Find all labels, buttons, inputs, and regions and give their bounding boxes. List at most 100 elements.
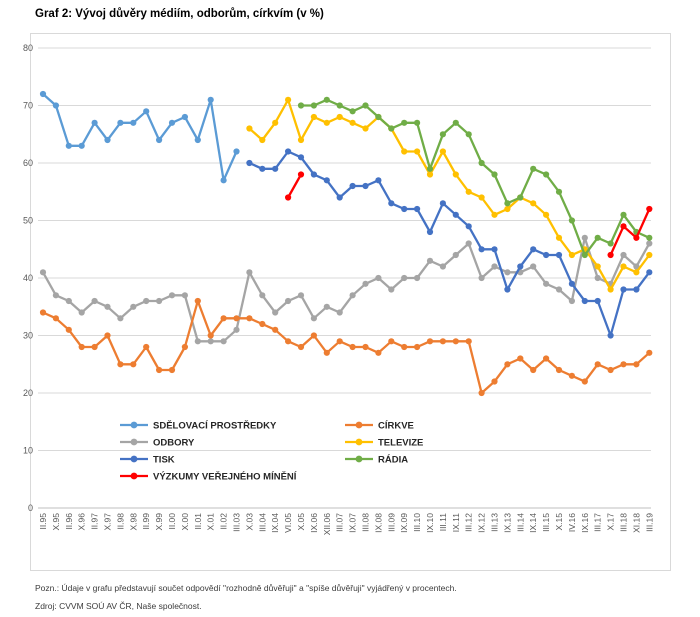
data-point bbox=[52, 292, 60, 299]
data-point bbox=[117, 119, 124, 126]
x-tick-label: III.11 bbox=[438, 513, 448, 532]
data-point bbox=[594, 297, 601, 305]
data-point bbox=[594, 361, 601, 368]
data-point bbox=[620, 286, 627, 293]
y-tick-label: 60 bbox=[23, 158, 33, 168]
data-point bbox=[388, 286, 395, 293]
data-point bbox=[414, 119, 421, 126]
data-point bbox=[349, 343, 356, 351]
data-point bbox=[581, 251, 588, 259]
data-point bbox=[633, 234, 640, 241]
y-tick-label: 10 bbox=[23, 446, 33, 456]
x-tick-label: II.98 bbox=[115, 513, 125, 530]
x-tick-label: II.96 bbox=[64, 513, 74, 530]
data-point bbox=[555, 366, 563, 374]
data-point bbox=[272, 326, 279, 333]
data-point bbox=[401, 148, 408, 155]
data-point bbox=[78, 343, 85, 351]
data-point bbox=[323, 119, 330, 126]
data-point bbox=[426, 228, 434, 236]
x-tick-label: X.95 bbox=[51, 513, 61, 531]
data-point bbox=[646, 269, 653, 276]
data-point bbox=[465, 223, 472, 230]
data-point bbox=[52, 102, 60, 109]
data-point bbox=[259, 292, 266, 299]
data-point bbox=[362, 125, 369, 132]
data-point bbox=[336, 338, 343, 345]
x-tick-label: IX.09 bbox=[399, 513, 409, 533]
data-point bbox=[620, 361, 627, 368]
y-tick-label: 70 bbox=[23, 101, 33, 111]
data-point bbox=[646, 251, 653, 259]
data-point bbox=[633, 361, 640, 368]
data-point bbox=[168, 119, 176, 126]
data-point bbox=[349, 108, 356, 115]
data-point bbox=[233, 326, 240, 333]
x-tick-label: IX.12 bbox=[477, 513, 487, 533]
data-point bbox=[233, 148, 240, 155]
data-point bbox=[297, 343, 305, 351]
y-tick-label: 20 bbox=[23, 388, 33, 398]
data-point bbox=[439, 338, 446, 345]
x-tick-label: IX.16 bbox=[580, 513, 590, 533]
data-point bbox=[646, 240, 653, 247]
data-point bbox=[336, 102, 343, 109]
x-tick-label: IX.04 bbox=[270, 513, 280, 533]
data-point bbox=[336, 194, 343, 201]
data-point bbox=[220, 338, 227, 345]
series-line bbox=[42, 299, 651, 395]
data-point bbox=[594, 263, 601, 270]
data-point bbox=[607, 332, 614, 339]
x-tick-label: XI.18 bbox=[631, 513, 641, 533]
data-point bbox=[297, 292, 305, 299]
data-point bbox=[555, 251, 563, 259]
data-point bbox=[388, 200, 395, 207]
data-point bbox=[375, 113, 382, 121]
data-point bbox=[504, 361, 511, 368]
data-point bbox=[168, 292, 176, 299]
data-point bbox=[310, 102, 317, 109]
data-point bbox=[78, 309, 85, 316]
data-point bbox=[310, 113, 317, 121]
legend-label: SDĚLOVACÍ PROSTŘEDKY bbox=[153, 420, 277, 432]
legend-label: RÁDIA bbox=[378, 455, 408, 466]
data-point bbox=[439, 200, 446, 207]
data-point bbox=[620, 263, 627, 270]
data-point bbox=[130, 119, 137, 126]
data-point bbox=[362, 280, 369, 287]
data-point bbox=[439, 131, 446, 138]
data-point bbox=[65, 326, 72, 333]
x-tick-label: X.98 bbox=[128, 513, 138, 531]
data-point bbox=[478, 159, 485, 167]
data-point bbox=[414, 148, 421, 155]
data-point bbox=[478, 246, 485, 253]
data-point bbox=[297, 154, 305, 161]
data-point bbox=[194, 136, 201, 144]
data-point bbox=[543, 251, 550, 259]
x-tick-label: III.12 bbox=[464, 513, 474, 532]
data-point bbox=[117, 315, 124, 322]
chart-title: Graf 2: Vývoj důvěry médiím, odborům, cí… bbox=[35, 8, 324, 20]
data-point bbox=[568, 372, 576, 379]
data-point bbox=[194, 297, 201, 305]
x-tick-label: III.17 bbox=[593, 513, 603, 532]
legend-marker-dot bbox=[130, 438, 138, 446]
x-tick-label: III.15 bbox=[541, 513, 551, 532]
data-point bbox=[168, 366, 176, 374]
data-point bbox=[555, 188, 563, 195]
data-point bbox=[581, 234, 588, 241]
x-tick-label: III.19 bbox=[644, 513, 654, 532]
data-point bbox=[401, 343, 408, 351]
chart-footnote: Pozn.: Údaje v grafu představují součet … bbox=[35, 583, 457, 593]
data-point bbox=[633, 286, 640, 293]
data-point bbox=[349, 182, 356, 190]
data-point bbox=[465, 188, 472, 195]
data-point bbox=[130, 361, 137, 368]
x-tick-label: IX.08 bbox=[373, 513, 383, 533]
x-tick-label: II.00 bbox=[167, 513, 177, 530]
x-tick-label: X.03 bbox=[244, 513, 254, 531]
data-point bbox=[143, 297, 150, 305]
x-tick-label: IV.16 bbox=[567, 513, 577, 532]
data-point bbox=[362, 102, 369, 109]
